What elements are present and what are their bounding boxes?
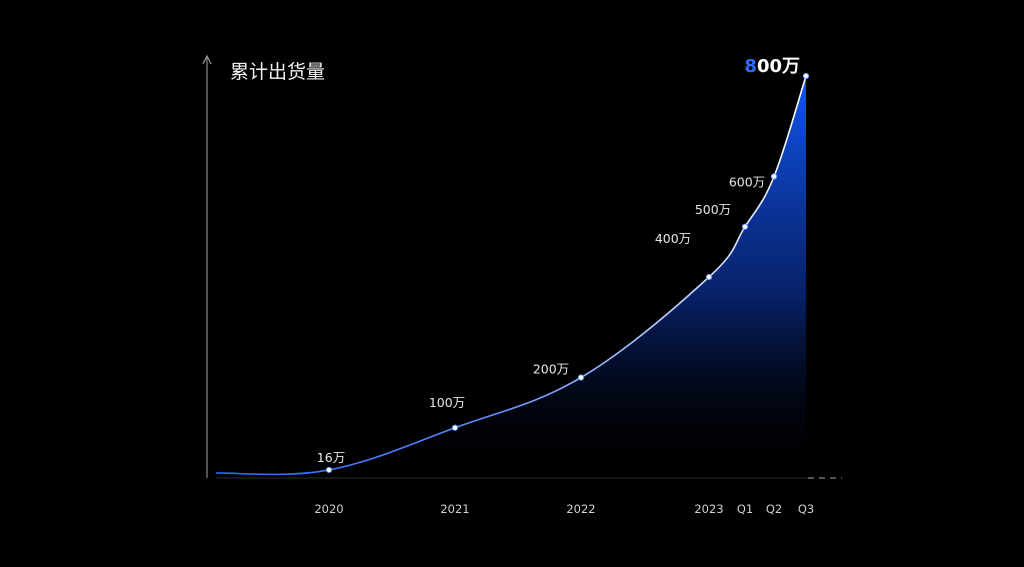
series-line [215, 75, 807, 476]
final-value-label: 800万 [744, 56, 800, 77]
data-label: 100万 [429, 395, 465, 410]
y-axis-title: 累计出货量 [230, 61, 325, 83]
data-point [325, 466, 333, 474]
data-point [705, 273, 713, 281]
data-label: 600万 [729, 175, 765, 190]
area-fill [216, 76, 806, 478]
data-label: 200万 [533, 362, 569, 377]
x-tick-label: Q2 [766, 502, 782, 516]
data-point [451, 424, 459, 431]
x-tick-label: 2020 [314, 502, 343, 516]
x-tick-label: Q3 [798, 502, 814, 516]
data-label: 500万 [695, 202, 731, 217]
x-tick-label: Q1 [737, 502, 753, 516]
x-tick-label: 2022 [566, 502, 595, 516]
y-axis-arrow-icon [202, 54, 212, 65]
final-value-highlight: 8 [744, 56, 757, 77]
data-point [802, 72, 810, 80]
data-point [577, 374, 585, 381]
data-label: 400万 [655, 231, 691, 246]
data-point [770, 173, 778, 180]
data-label: 16万 [317, 450, 345, 465]
x-tick-label: 2021 [440, 502, 469, 516]
x-tick-label: 2023 [694, 502, 723, 516]
final-value-rest: 00万 [757, 56, 800, 77]
data-point [741, 223, 749, 230]
